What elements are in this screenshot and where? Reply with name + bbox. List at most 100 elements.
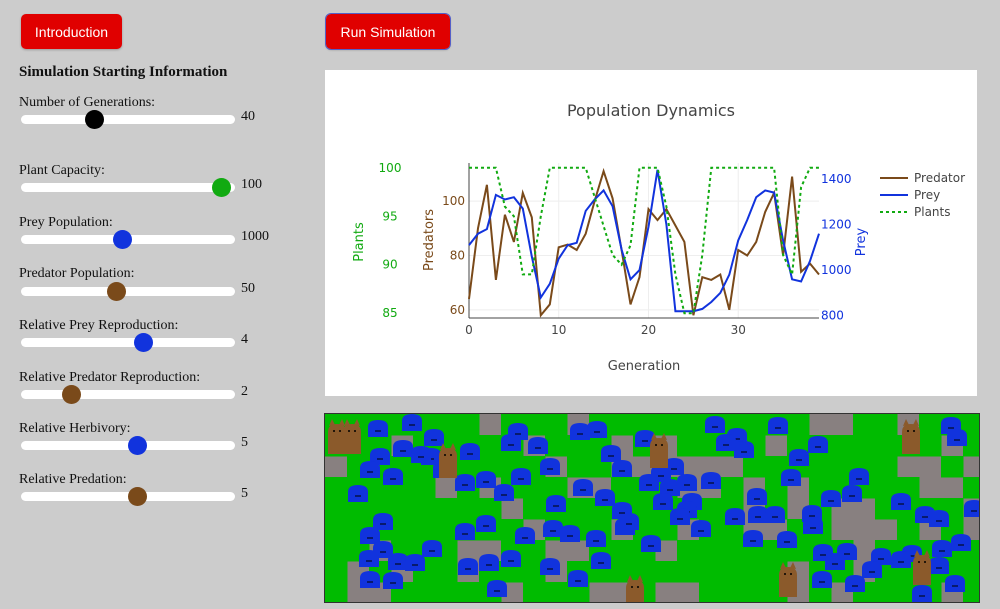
chart-canvas: Population Dynamics 0 10 20 30 Generation 60 80… — [352, 101, 965, 374]
grass-patch — [391, 519, 414, 541]
prey-creature — [591, 552, 611, 569]
grass-patch — [435, 582, 458, 602]
prey-creature — [586, 530, 606, 547]
prey-creature — [373, 541, 393, 558]
slider-knob-relative-herbivory[interactable] — [128, 436, 148, 455]
predator-ear — [661, 433, 667, 440]
prey-creature — [734, 441, 754, 458]
slider-knob-plant-capacity[interactable] — [211, 178, 231, 197]
chart-title: Population Dynamics — [567, 101, 735, 120]
grass-patch — [919, 414, 942, 436]
x-tick-label: 30 — [731, 323, 746, 337]
slider-track-predator-population[interactable] — [21, 287, 235, 296]
grass-patch — [435, 414, 458, 436]
slider-track-relative-predator-reproduction[interactable] — [21, 390, 235, 399]
grass-patch — [523, 414, 546, 436]
prey-creature — [528, 437, 548, 454]
predator-ear — [637, 575, 643, 582]
grass-patch — [479, 498, 502, 520]
prey-creature — [912, 585, 932, 602]
prey-creature — [781, 469, 801, 486]
predator-ear — [780, 562, 786, 569]
prey-creature — [653, 493, 673, 510]
grass-patch — [347, 498, 370, 520]
prey-creature — [777, 531, 797, 548]
slider-knob-prey-population[interactable] — [112, 230, 132, 249]
slider-knob-relative-predator-reproduction[interactable] — [62, 385, 82, 404]
prey-creature — [635, 430, 655, 447]
slider-label-relative-prey-reproduction: Relative Prey Reproduction: — [19, 318, 179, 333]
slider-track-plant-capacity[interactable] — [21, 183, 235, 192]
slider-track-relative-prey-reproduction[interactable] — [21, 338, 235, 347]
grass-patch — [611, 414, 634, 436]
slider-value-prey-population: 1000 — [241, 229, 269, 244]
prey-creature — [476, 471, 496, 488]
grass-patch — [853, 435, 876, 457]
slider-knob-relative-prey-reproduction[interactable] — [133, 333, 153, 352]
grass-patch — [545, 414, 568, 436]
grass-patch — [721, 477, 744, 499]
slider-track-relative-predation[interactable] — [21, 492, 235, 501]
prey-creature — [660, 479, 680, 496]
grass-patch — [721, 561, 744, 583]
grass-patch — [633, 561, 656, 583]
predator-tick-label: 60 — [450, 303, 465, 317]
predator-creature — [343, 424, 361, 454]
grass-patch — [743, 561, 766, 583]
simulation-canvas — [325, 414, 979, 602]
slider-value-predator-population: 50 — [241, 281, 255, 296]
grass-patch — [413, 582, 436, 602]
prey-creature — [573, 479, 593, 496]
simulation-info-title: Simulation Starting Information — [19, 64, 228, 80]
grass-patch — [853, 414, 876, 436]
prey-tick-label: 800 — [821, 309, 844, 323]
slider-label-predator-population: Predator Population: — [19, 266, 135, 281]
predator-creature — [913, 555, 931, 585]
grass-patch — [435, 519, 458, 541]
prey-creature — [560, 525, 580, 542]
prey-creature — [501, 550, 521, 567]
prey-creature — [508, 423, 528, 440]
prey-axis-title: Prey — [854, 228, 869, 257]
predator-ear — [790, 562, 796, 569]
predator-creature — [439, 448, 457, 478]
prey-creature — [515, 527, 535, 544]
slider-knob-number-of-generations[interactable] — [85, 110, 105, 129]
prey-creature — [701, 472, 721, 489]
prey-creature — [837, 543, 857, 560]
grass-patch — [677, 561, 700, 583]
prey-tick-label: 1000 — [821, 263, 852, 277]
slider-knob-predator-population[interactable] — [106, 282, 126, 301]
prey-creature — [458, 558, 478, 575]
prey-creature — [455, 474, 475, 491]
prey-creature — [595, 489, 615, 506]
predator-ear — [329, 419, 335, 426]
population-chart: Population Dynamics 0 10 20 30 Generation 60 80… — [325, 70, 977, 396]
grass-patch — [875, 414, 898, 436]
run-simulation-button[interactable]: Run Simulation — [325, 13, 451, 50]
grass-patch — [721, 582, 744, 602]
prey-creature — [743, 530, 763, 547]
slider-label-relative-predation: Relative Predation: — [19, 472, 127, 487]
prey-creature — [845, 575, 865, 592]
prey-creature — [373, 513, 393, 530]
predator-eye — [655, 444, 657, 446]
slider-knob-relative-predation[interactable] — [128, 487, 148, 506]
prey-creature — [651, 465, 671, 482]
legend-label-prey: Prey — [914, 188, 940, 202]
predator-eye — [918, 561, 920, 563]
prey-creature — [455, 523, 475, 540]
simulation-field — [324, 413, 980, 603]
grass-patch — [699, 435, 722, 457]
grass-patch — [787, 414, 810, 436]
slider-track-relative-herbivory[interactable] — [21, 441, 235, 450]
series-line-predator — [468, 167, 820, 318]
grass-patch — [567, 498, 590, 520]
slider-track-number-of-generations[interactable] — [21, 115, 235, 124]
slider-value-relative-herbivory: 5 — [241, 435, 248, 450]
slider-label-plant-capacity: Plant Capacity: — [19, 163, 105, 178]
introduction-button[interactable]: Introduction — [21, 14, 122, 49]
prey-creature — [424, 429, 444, 446]
prey-creature — [546, 495, 566, 512]
predator-eye — [348, 430, 350, 432]
